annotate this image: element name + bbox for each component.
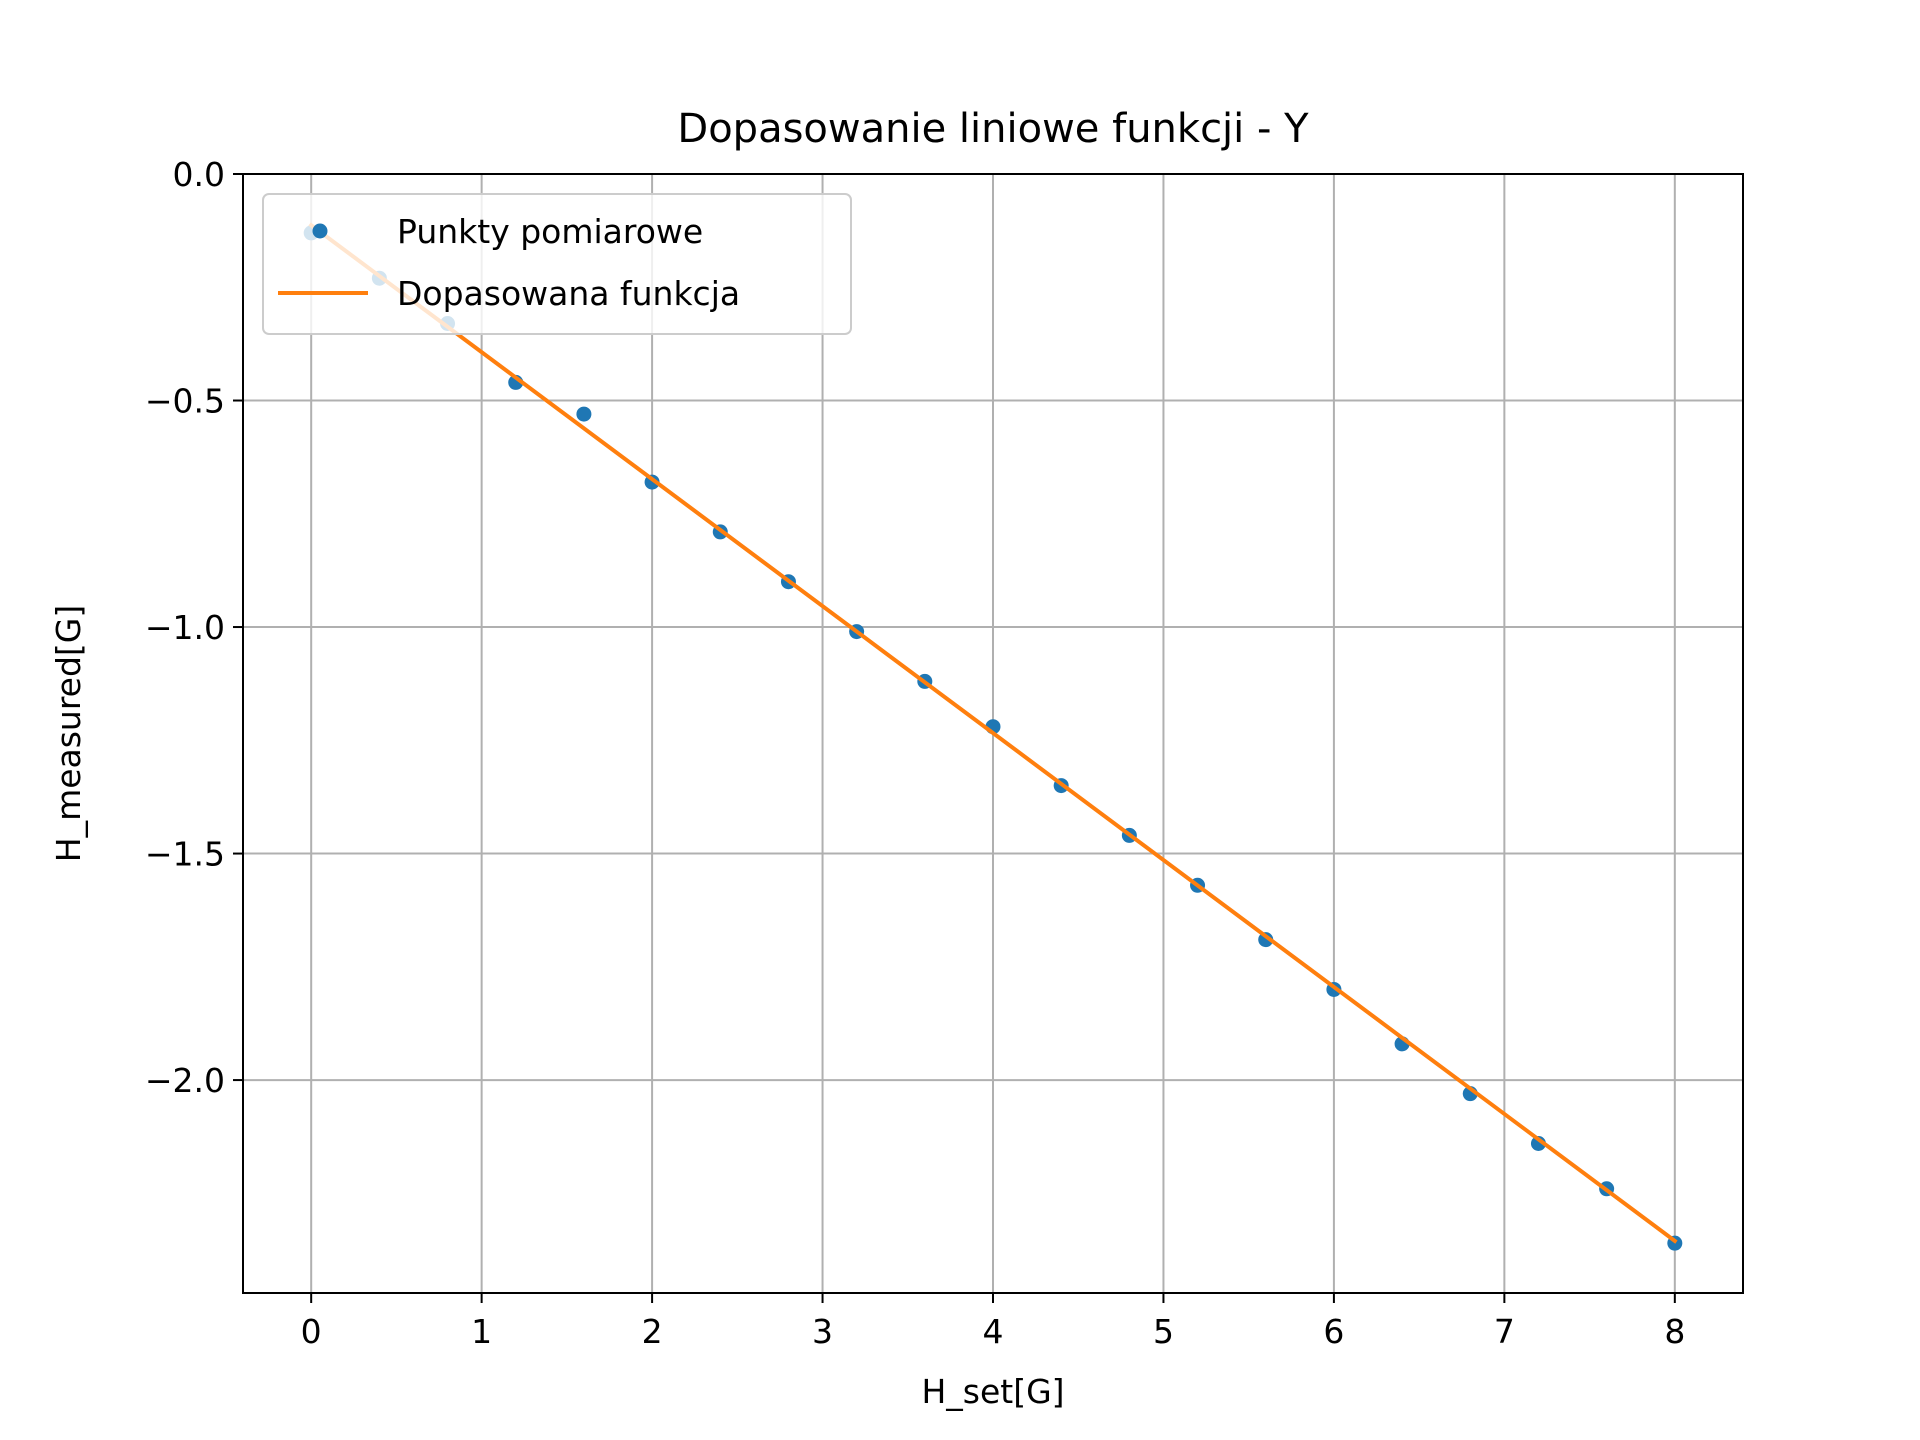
x-tick-label: 5 (1153, 1312, 1174, 1351)
y-tick-label: −0.5 (145, 382, 225, 421)
legend-box (262, 193, 852, 335)
legend-label-line: Dopasowana funkcja (397, 274, 740, 313)
legend: Punkty pomiarowe Dopasowana funkcja (262, 193, 852, 335)
y-axis-label: H_measured[G] (49, 605, 88, 863)
y-tick-label: −2.0 (145, 1061, 225, 1100)
legend-marker-scatter (312, 223, 328, 239)
x-tick-label: 6 (1323, 1312, 1344, 1351)
fit-line-layer (308, 222, 1678, 1244)
x-tick-label: 8 (1664, 1312, 1685, 1351)
chart-title: Dopasowanie liniowe funkcji - Y (677, 106, 1309, 152)
data-point (576, 406, 592, 422)
x-tick-label: 2 (642, 1312, 663, 1351)
y-ticks: 0.0 −0.5 −1.0 −1.5 −2.0 (145, 155, 243, 1100)
x-tick-label: 3 (812, 1312, 833, 1351)
x-tick-label: 0 (301, 1312, 322, 1351)
x-tick-label: 4 (983, 1312, 1004, 1351)
y-tick-label: −1.5 (145, 835, 225, 874)
legend-label-scatter: Punkty pomiarowe (397, 212, 703, 251)
y-tick-label: −1.0 (145, 608, 225, 647)
x-ticks: 0 1 2 3 4 5 6 7 8 (301, 1293, 1685, 1351)
y-tick-label: 0.0 (173, 155, 225, 194)
x-tick-label: 7 (1494, 1312, 1515, 1351)
fit-line (308, 222, 1678, 1244)
x-tick-label: 1 (471, 1312, 492, 1351)
x-axis-label: H_set[G] (921, 1372, 1064, 1411)
